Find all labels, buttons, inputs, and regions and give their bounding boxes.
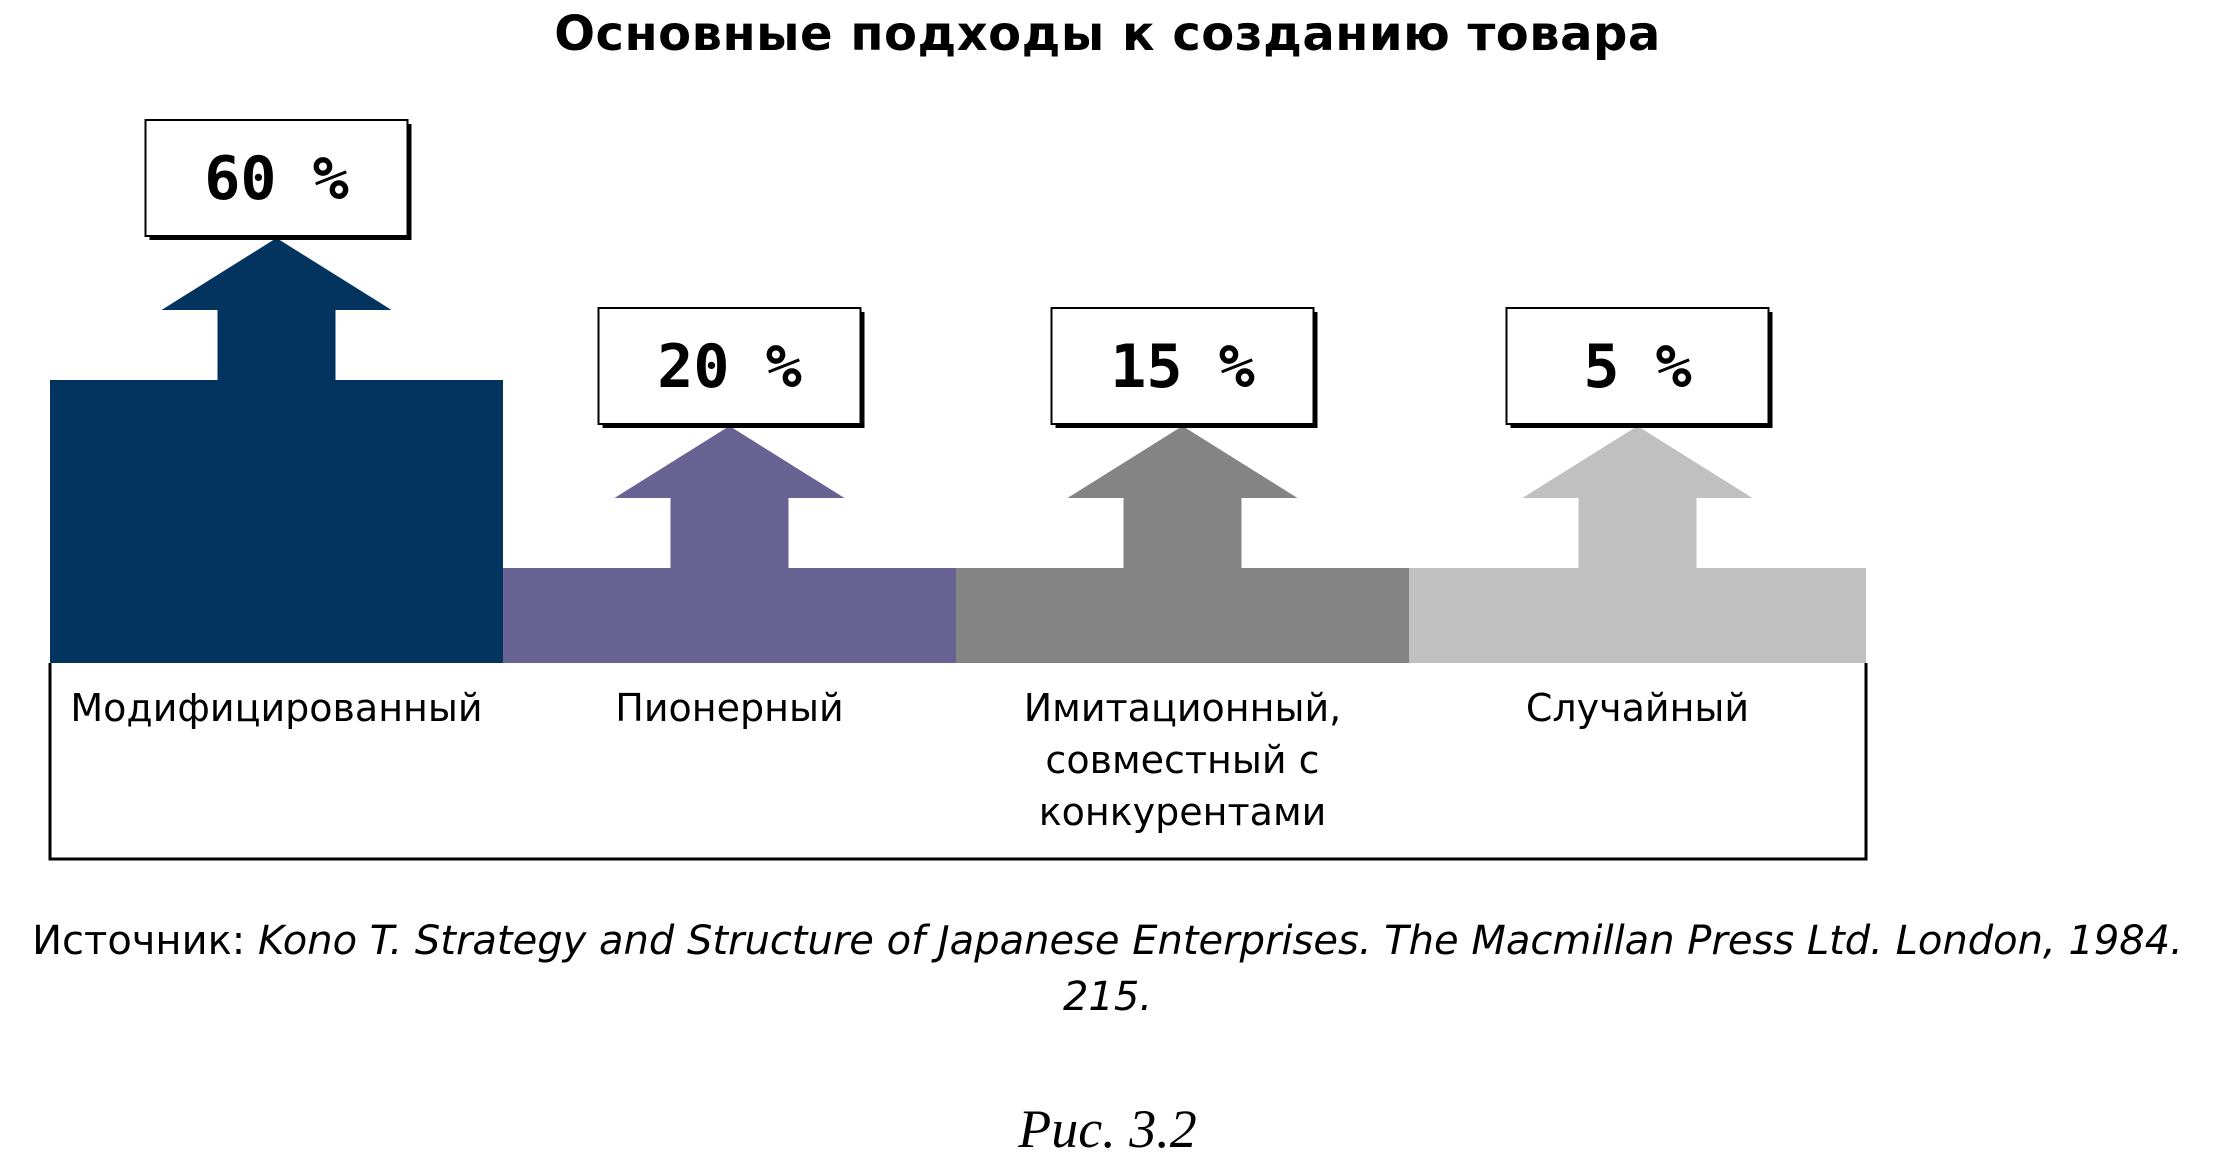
bar-1	[50, 380, 503, 663]
category-label-1: Модифицированный	[70, 686, 482, 730]
bar-2	[503, 568, 956, 663]
category-label-4: Случайный	[1526, 686, 1749, 730]
source-note: Источник: Kono T. Strategy and Structure…	[0, 913, 2215, 1025]
value-label-1: 60 %	[204, 144, 349, 214]
bar-arrow-3	[1067, 426, 1298, 568]
category-label-3-line-1: Имитационный,	[1024, 686, 1342, 730]
value-box-3	[1050, 307, 1315, 425]
category-label-3-line-2: совместный с	[1045, 738, 1319, 782]
category-label-2: Пионерный	[615, 686, 843, 730]
value-box-2	[597, 307, 862, 425]
value-label-4: 5 %	[1583, 332, 1691, 402]
source-prefix: Источник:	[32, 918, 258, 964]
chart-title: Основные подходы к созданию товара	[554, 6, 1661, 62]
category-frame	[48, 663, 1868, 861]
chart: 60 % Модифицированный 20 % Пионерный 15 % Ими…	[48, 119, 1868, 861]
source-text: Kono T. Strategy and Structure of Japane…	[257, 918, 2183, 1020]
value-box-4	[1505, 307, 1770, 425]
figure-caption: Рис. 3.2	[1018, 1099, 1197, 1159]
bar-arrow-1	[161, 238, 392, 380]
value-label-2: 20 %	[657, 332, 802, 402]
value-label-3: 15 %	[1110, 332, 1255, 402]
bar-arrow-4	[1522, 426, 1753, 568]
bar-3	[956, 568, 1409, 663]
category-label-3-line-3: конкурентами	[1039, 790, 1327, 834]
value-box-1	[144, 119, 409, 237]
bar-4	[1409, 568, 1866, 663]
bar-arrow-2	[614, 426, 845, 568]
